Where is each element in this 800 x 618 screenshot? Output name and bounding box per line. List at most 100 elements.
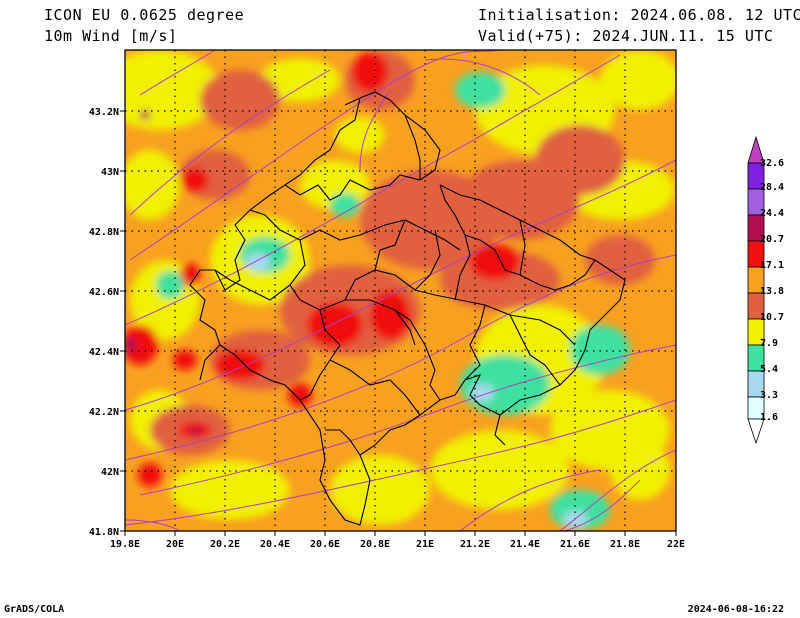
valid-time: Valid(+75): 2024.JUN.11. 15 UTC	[478, 27, 774, 45]
field-title: 10m Wind [m/s]	[44, 27, 178, 45]
legend-label: 1.6	[760, 412, 778, 423]
border-line	[509, 314, 561, 386]
border-line	[404, 114, 421, 180]
border-line	[344, 269, 576, 346]
field-yellow	[260, 58, 340, 102]
border-line	[519, 219, 526, 276]
lon-tick-label: 21E	[416, 539, 434, 550]
field-yellow	[170, 460, 290, 520]
field-purple	[190, 428, 202, 436]
field-red	[181, 168, 209, 192]
field-yellow	[125, 150, 180, 220]
field-yellow	[125, 50, 220, 130]
legend-label: 28.4	[760, 182, 784, 193]
field-red	[173, 350, 197, 370]
lon-tick-label: 22E	[667, 539, 685, 550]
legend-label: 5.4	[760, 364, 778, 375]
streamline	[125, 519, 181, 531]
streamline	[139, 344, 676, 496]
field-red	[370, 290, 410, 340]
lon-tick-label: 20.2E	[210, 539, 240, 550]
field-red	[125, 325, 158, 365]
field-green	[330, 193, 360, 217]
lon-tick-label: 21.2E	[460, 539, 490, 550]
lon-tick-label: 21.4E	[510, 539, 540, 550]
field-darkorange	[585, 235, 655, 285]
streamline	[359, 89, 391, 171]
lon-tick-label: 20.4E	[260, 539, 290, 550]
streamline	[129, 50, 501, 261]
streamline	[424, 58, 541, 96]
field-red	[180, 263, 200, 287]
border-line	[414, 229, 441, 291]
lon-tick-label: 21.8E	[610, 539, 640, 550]
streamline	[125, 399, 676, 526]
border-line	[329, 359, 421, 416]
footer-credit: GrADS/COLA	[4, 604, 65, 615]
borders	[189, 91, 626, 526]
axis-ticks	[120, 110, 677, 536]
border-line	[289, 239, 416, 346]
streamline	[125, 159, 676, 411]
streamline	[564, 479, 641, 531]
field-darkorange	[440, 250, 560, 310]
field-yellow	[430, 430, 570, 510]
lat-tick-label: 43N	[101, 167, 119, 178]
field-red	[288, 383, 312, 407]
field-purple	[140, 110, 150, 120]
lat-tick-label: 42.6N	[89, 287, 119, 298]
legend-label: 32.6	[760, 158, 784, 169]
lon-tick-label: 20.8E	[360, 539, 390, 550]
streamline	[459, 469, 601, 531]
legend-label: 10.7	[760, 312, 784, 323]
border-line	[374, 219, 406, 271]
border-line	[214, 269, 291, 301]
lon-tick-label: 19.8E	[110, 539, 140, 550]
lat-tick-labels: 41.8N 42N 42.2N 42.4N 42.6N 42.8N 43N 43…	[89, 107, 119, 538]
border-line	[394, 309, 441, 401]
field-green	[455, 72, 505, 108]
field-yellow	[335, 117, 385, 153]
wind-field	[125, 50, 676, 531]
lat-tick-label: 42N	[101, 467, 119, 478]
field-red	[138, 463, 162, 487]
legend-colorbar	[747, 135, 765, 445]
legend-label: 7.9	[760, 338, 778, 349]
legend-label: 17.1	[760, 260, 784, 271]
streamline	[125, 54, 621, 326]
streamline	[139, 50, 216, 96]
legend-label: 20.7	[760, 234, 784, 245]
border-line	[199, 344, 221, 381]
field-darkorange	[200, 70, 280, 130]
lon-tick-label: 20E	[166, 539, 184, 550]
footer-timestamp: 2024-06-08-16:22	[687, 604, 784, 615]
legend-arrow-bottom	[747, 418, 765, 445]
border-line	[325, 429, 361, 456]
legend-label: 3.3	[760, 390, 778, 401]
field-purple	[125, 337, 136, 353]
streamline	[129, 69, 331, 216]
legend-labels: 1.6 3.3 5.4 7.9 10.7 13.8 17.1 20.7 24.4…	[760, 158, 784, 423]
legend-label: 24.4	[760, 208, 784, 219]
field-yellow	[610, 440, 670, 500]
border-line	[494, 414, 506, 446]
lat-tick-label: 43.2N	[89, 107, 119, 118]
field-green	[570, 325, 630, 375]
border-line	[189, 91, 626, 526]
lon-tick-labels: 19.8E 20E 20.2E 20.4E 20.6E 20.8E 21E 21…	[110, 539, 685, 550]
model-title: ICON EU 0.0625 degree	[44, 6, 245, 24]
lon-tick-label: 20.6E	[310, 539, 340, 550]
field-green	[156, 271, 184, 299]
field-red	[352, 52, 388, 92]
border-line	[249, 209, 461, 251]
lat-tick-label: 42.2N	[89, 407, 119, 418]
legend-label: 13.8	[760, 286, 784, 297]
border-line	[454, 234, 471, 301]
lon-tick-label: 21.6E	[560, 539, 590, 550]
graticule	[125, 50, 676, 531]
border-line	[464, 304, 486, 381]
field-yellow	[330, 455, 430, 525]
streamline	[559, 449, 676, 531]
lat-tick-label: 42.4N	[89, 347, 119, 358]
